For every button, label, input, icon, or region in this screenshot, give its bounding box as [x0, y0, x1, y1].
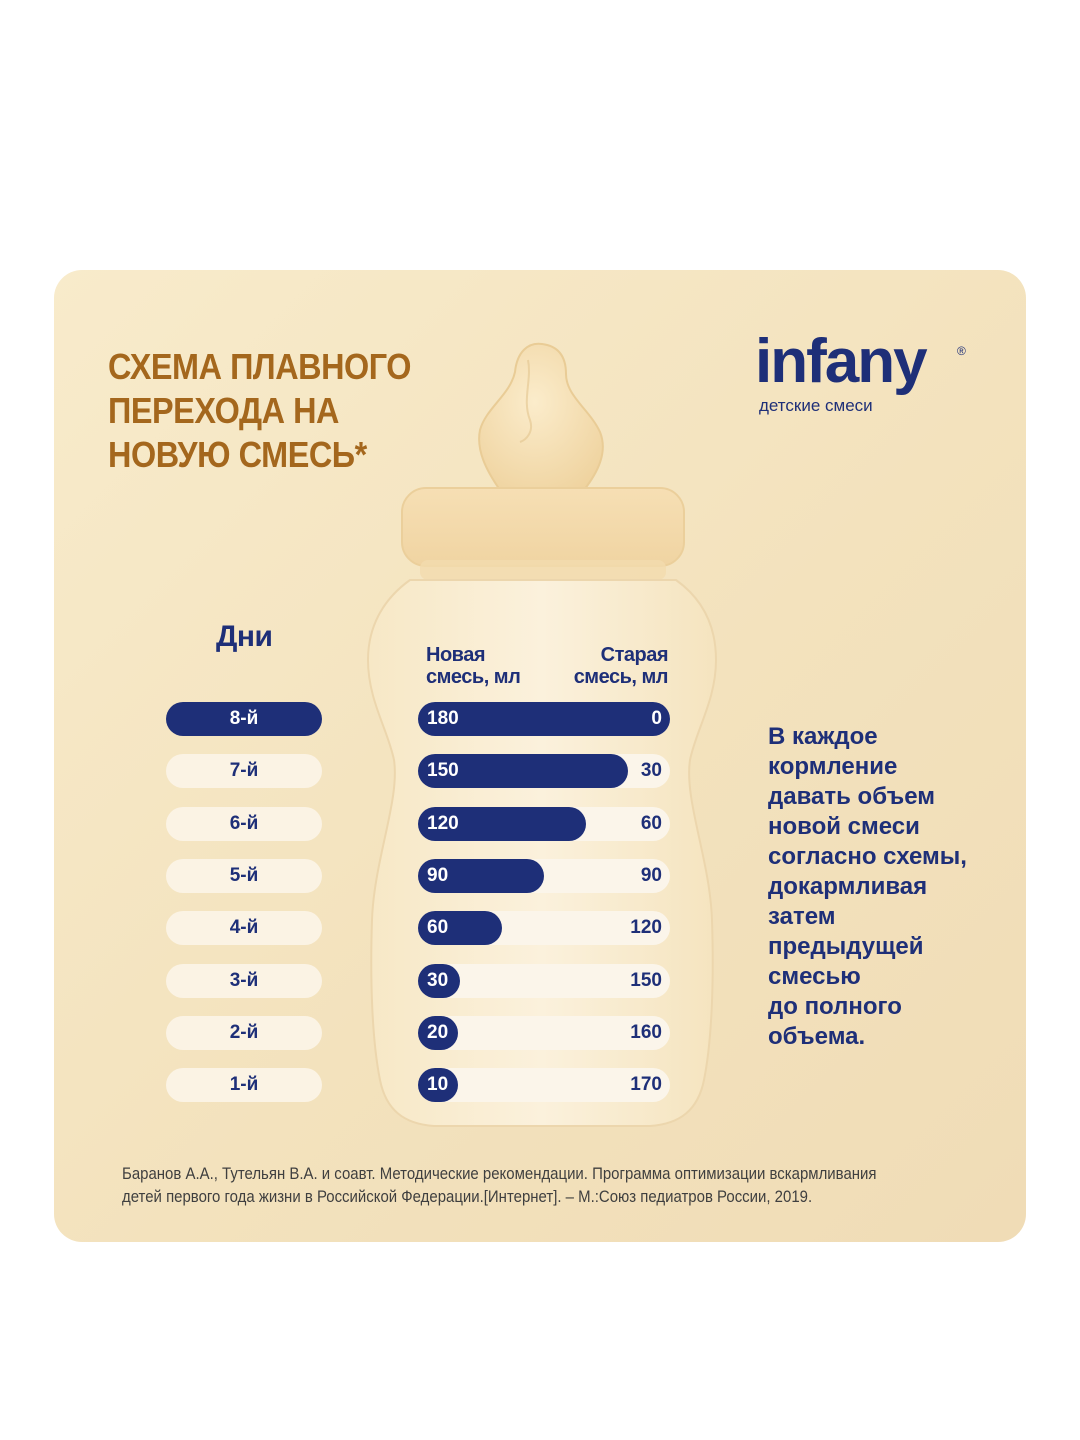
instruction-line: объема. [768, 1023, 866, 1050]
instruction-line: затем [768, 903, 836, 930]
feeding-instruction: В каждое кормление давать объем новой см… [768, 722, 967, 1052]
instruction-line: смесью [768, 963, 861, 990]
footnote-line: детей первого года жизни в Российской Фе… [122, 1187, 813, 1206]
day-label: 3-й [166, 964, 322, 998]
day-label: 1-й [166, 1068, 322, 1102]
bar-track [418, 1068, 670, 1102]
bar-track [418, 1016, 670, 1050]
new-mix-bar [418, 702, 670, 736]
title-line: ПЕРЕХОДА НА [108, 390, 340, 431]
footnote-line: Баранов А.А., Тутельян В.А. и соавт. Мет… [122, 1164, 877, 1183]
old-mix-value: 30 [640, 760, 662, 781]
new-mix-value: 20 [427, 1022, 449, 1043]
registered-mark: ® [957, 344, 966, 358]
day-label: 4-й [166, 911, 322, 945]
new-mix-bar [418, 1016, 458, 1050]
day-label: 8-й [166, 702, 322, 736]
new-mix-bar [418, 1068, 458, 1102]
new-mix-value: 10 [427, 1074, 449, 1095]
new-mix-value: 150 [427, 760, 459, 781]
day-label: 2-й [166, 1016, 322, 1050]
logo-wordmark: infany [755, 327, 928, 396]
column-header-line: Старая [600, 644, 669, 666]
title-line: СХЕМА ПЛАВНОГО [108, 346, 412, 387]
day-label: 5-й [166, 859, 322, 893]
new-mix-value: 90 [427, 865, 449, 886]
instruction-line: давать объем [768, 783, 935, 810]
instruction-line: до полного [768, 993, 902, 1020]
column-header-line: смесь, мл [573, 666, 669, 688]
title-line: НОВУЮ СМЕСЬ* [108, 434, 367, 475]
old-mix-value: 170 [630, 1074, 662, 1095]
days-heading: Дни [216, 620, 273, 653]
new-mix-bar [418, 911, 502, 945]
old-mix-value: 120 [630, 917, 662, 938]
old-mix-value: 90 [640, 865, 662, 886]
bottle-collar [401, 487, 685, 567]
new-mix-column-header: Новая смесь, мл [426, 644, 521, 688]
new-mix-bar [418, 807, 586, 841]
new-mix-bar [418, 859, 544, 893]
logo-tagline: детские смеси [759, 396, 873, 415]
old-mix-column-header: Старая смесь, мл [560, 644, 669, 688]
old-mix-value: 60 [640, 813, 662, 834]
page-title: СХЕМА ПЛАВНОГО ПЕРЕХОДА НА НОВУЮ СМЕСЬ* [108, 345, 411, 477]
day-label: 7-й [166, 754, 322, 788]
day-label: 6-й [166, 807, 322, 841]
source-footnote: Баранов А.А., Тутельян В.А. и соавт. Мет… [122, 1162, 876, 1208]
old-mix-value: 160 [630, 1022, 662, 1043]
new-mix-bar [418, 964, 460, 998]
new-mix-value: 30 [427, 970, 449, 991]
brand-logo: infany ® детские смеси [755, 327, 966, 416]
instruction-line: новой смеси [768, 813, 920, 840]
new-mix-value: 180 [427, 708, 459, 729]
new-mix-value: 120 [427, 813, 459, 834]
instruction-line: В каждое [768, 723, 878, 750]
instruction-line: кормление [768, 753, 898, 780]
bar-track [418, 964, 670, 998]
old-mix-value: 150 [630, 970, 662, 991]
new-mix-value: 60 [427, 917, 449, 938]
instruction-line: предыдущей [768, 933, 924, 960]
instruction-line: докармливая [768, 873, 928, 900]
old-mix-value: 0 [651, 708, 662, 729]
instruction-line: согласно схемы, [768, 843, 967, 870]
new-mix-bar [418, 754, 628, 788]
bottle-nipple [478, 342, 604, 491]
column-header-line: Новая [426, 644, 485, 666]
column-header-line: смесь, мл [426, 666, 521, 688]
